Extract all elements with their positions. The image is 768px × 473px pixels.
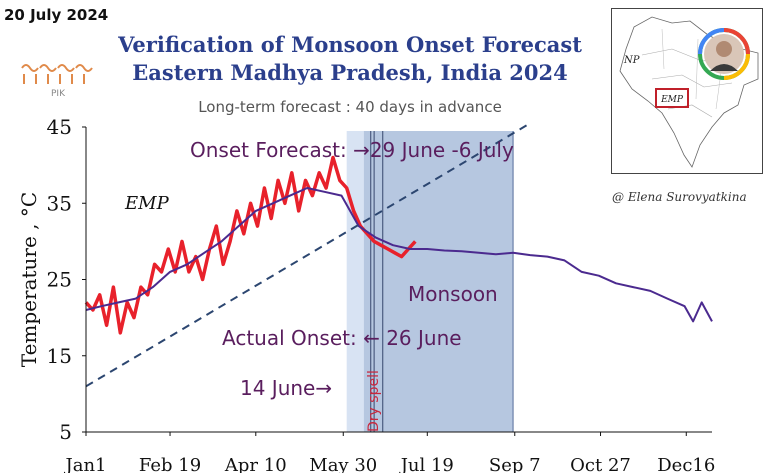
- map-label-emp: EMP: [660, 95, 684, 105]
- series-line-climatology: [85, 187, 713, 323]
- chart-title-line2: Eastern Madhya Pradesh, India 2024: [132, 60, 568, 85]
- y-axis-label: Temperature , °C: [17, 192, 41, 367]
- annotation-14-june: 14 June→: [240, 376, 332, 400]
- pik-logo: PIK: [21, 64, 93, 99]
- y-tick-label: 5: [59, 420, 72, 444]
- x-tick-label: Feb 19: [139, 455, 201, 473]
- map-label-np: NP: [623, 55, 640, 66]
- x-tick-label: Sep 7: [489, 455, 541, 473]
- date-label: 20 July 2024: [4, 6, 109, 24]
- x-tick-label: Jul 19: [399, 455, 454, 473]
- x-tick-label: Jan1: [64, 455, 107, 473]
- x-tick-label: May 30: [309, 455, 377, 473]
- annotation-dry-spell: Dry spell: [366, 370, 382, 432]
- region-label-emp: EMP: [124, 193, 170, 214]
- logo-text: PIK: [51, 89, 66, 99]
- india-outline: NP EMP: [619, 16, 759, 168]
- annotation-onset-forecast: Onset Forecast: →29 June -6 July: [190, 138, 514, 162]
- y-tick-label: 25: [47, 268, 72, 292]
- x-tick-label: Dec16: [657, 455, 715, 473]
- author-credit: @ Elena Surovyatkina: [612, 190, 747, 204]
- annotation-actual-onset: Actual Onset: ← 26 June: [222, 326, 462, 350]
- x-tick-label: Oct 27: [570, 455, 631, 473]
- series-line-trend: [85, 122, 531, 388]
- annotation-monsoon: Monsoon: [408, 282, 498, 306]
- x-tick-label: Apr 10: [224, 455, 287, 473]
- india-inset-map: NP EMP: [611, 8, 763, 174]
- chart-subtitle: Long-term forecast : 40 days in advance: [198, 98, 502, 116]
- y-tick-label: 15: [47, 344, 72, 368]
- forecast-window-band: [363, 131, 514, 432]
- dry-spell-band: [346, 131, 364, 432]
- chart-title-line1: Verification of Monsoon Onset Forecast: [118, 32, 582, 57]
- y-tick-label: 45: [47, 115, 72, 139]
- emp-region-box: [655, 88, 689, 108]
- y-tick-label: 35: [47, 191, 72, 215]
